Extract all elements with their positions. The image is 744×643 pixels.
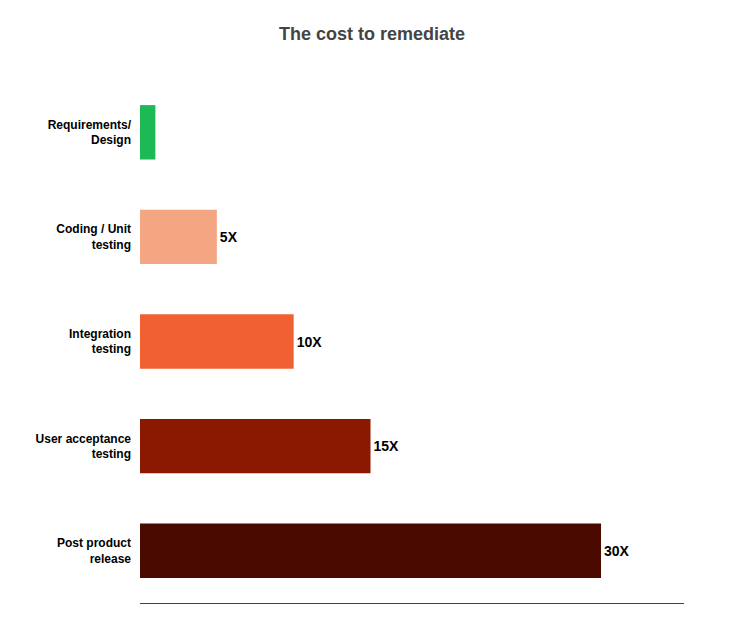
svg-text:Post productrelease: Post productrelease — [57, 536, 131, 566]
svg-text:5X: 5X — [220, 229, 238, 245]
svg-text:Integrationtesting: Integrationtesting — [69, 327, 131, 357]
svg-text:User acceptancetesting: User acceptancetesting — [36, 432, 132, 462]
svg-text:The cost to remediate: The cost to remediate — [279, 24, 465, 44]
svg-text:15X: 15X — [374, 438, 400, 454]
svg-text:10X: 10X — [297, 334, 323, 350]
svg-text:Requirements/Design: Requirements/Design — [48, 118, 132, 148]
svg-text:30X: 30X — [604, 543, 630, 559]
svg-text:Coding / Unittesting: Coding / Unittesting — [56, 222, 131, 252]
